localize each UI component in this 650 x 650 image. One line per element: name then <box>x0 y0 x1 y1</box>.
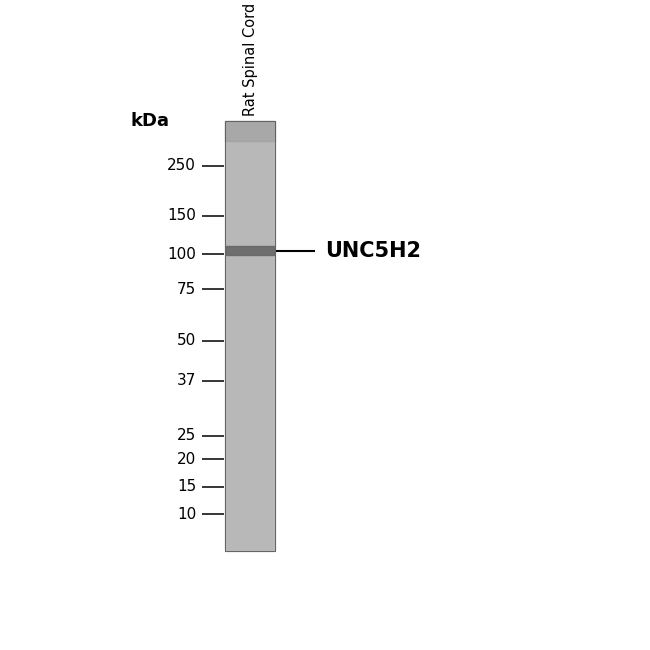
Text: 25: 25 <box>177 428 196 443</box>
Text: Rat Spinal Cord: Rat Spinal Cord <box>242 3 257 116</box>
Text: 150: 150 <box>167 208 196 223</box>
Text: 250: 250 <box>167 158 196 173</box>
Text: 50: 50 <box>177 333 196 348</box>
Text: 20: 20 <box>177 452 196 467</box>
Bar <box>226 246 274 255</box>
Text: 10: 10 <box>177 507 196 522</box>
Bar <box>225 120 275 140</box>
Text: 100: 100 <box>167 247 196 262</box>
Text: UNC5H2: UNC5H2 <box>326 240 422 261</box>
Text: 75: 75 <box>177 281 196 296</box>
Bar <box>225 120 275 551</box>
Text: 15: 15 <box>177 480 196 495</box>
Bar <box>225 120 275 551</box>
Text: kDa: kDa <box>131 112 170 129</box>
Text: 37: 37 <box>177 373 196 388</box>
